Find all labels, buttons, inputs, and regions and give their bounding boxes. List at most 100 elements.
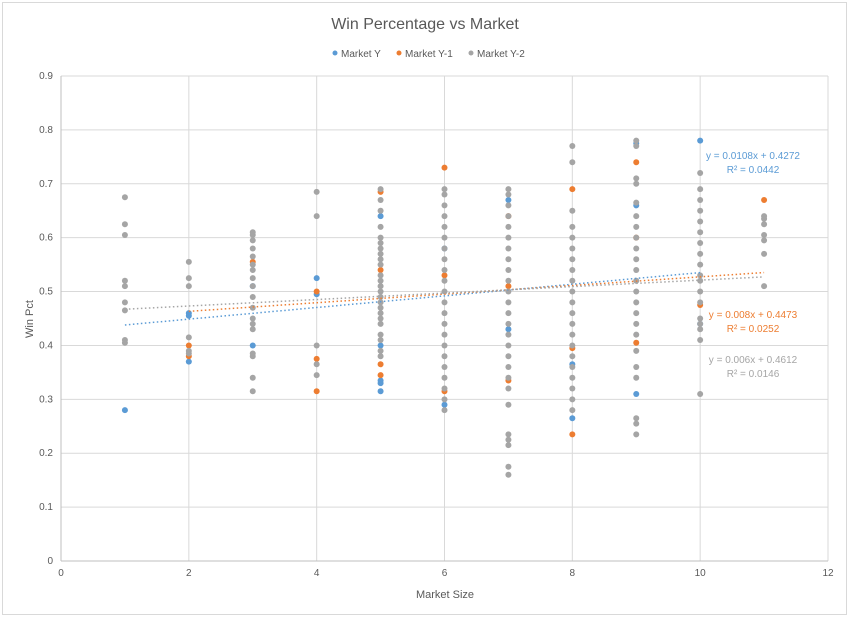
point-market-y-1 <box>313 288 320 295</box>
point-market-y-2 <box>441 245 448 252</box>
point-market-y-2 <box>633 299 640 306</box>
point-market-y <box>249 342 256 349</box>
trendline-market-y-1 <box>188 271 765 313</box>
point-market-y-2 <box>505 202 512 209</box>
point-market-y-2 <box>697 320 704 327</box>
trend-r2-market-y: R² = 0.0442 <box>727 165 780 176</box>
point-market-y-2 <box>569 353 576 360</box>
point-market-y-2 <box>505 471 512 478</box>
point-market-y <box>441 401 448 408</box>
point-market-y <box>505 196 512 203</box>
point-market-y-2 <box>377 331 384 338</box>
point-market-y-2 <box>441 191 448 198</box>
y-tick-label: 0.5 <box>39 287 53 298</box>
point-market-y-2 <box>441 385 448 392</box>
point-market-y-2 <box>249 374 256 381</box>
point-market-y <box>377 213 384 220</box>
point-market-y-2 <box>441 256 448 263</box>
point-market-y-2 <box>441 267 448 273</box>
point-market-y-1 <box>569 431 576 438</box>
point-market-y-2 <box>249 229 256 236</box>
point-market-y-2 <box>505 436 512 443</box>
point-market-y-2 <box>633 320 640 327</box>
point-market-y-2 <box>377 337 384 344</box>
point-market-y-1 <box>377 372 384 379</box>
y-tick-label: 0.1 <box>39 502 53 513</box>
point-market-y-2 <box>441 202 448 209</box>
point-market-y-2 <box>377 277 384 284</box>
point-market-y-2 <box>377 261 384 268</box>
point-market-y-2 <box>441 353 448 360</box>
point-market-y-2 <box>441 234 448 241</box>
point-market-y-2 <box>569 277 576 284</box>
point-market-y-2 <box>377 272 384 279</box>
point-market-y-2 <box>697 315 704 322</box>
point-market-y-2 <box>249 293 256 300</box>
legend-label-market-y: Market Y <box>341 49 381 60</box>
trend-equation-market-y-1: y = 0.008x + 0.4473 <box>709 310 798 321</box>
y-tick-label: 0.3 <box>39 394 53 405</box>
point-market-y-2 <box>377 304 384 311</box>
point-market-y-2 <box>505 320 512 327</box>
y-tick-label: 0.4 <box>39 340 53 351</box>
point-market-y-2 <box>569 342 576 349</box>
point-market-y-2 <box>505 299 512 306</box>
x-tick-label: 4 <box>314 568 320 579</box>
point-market-y-2 <box>249 350 256 357</box>
x-tick-label: 6 <box>442 568 448 579</box>
point-market-y-2 <box>569 299 576 306</box>
point-market-y-2 <box>633 175 640 182</box>
point-market-y-2 <box>697 170 704 176</box>
point-market-y-2 <box>697 261 704 268</box>
point-market-y-2 <box>569 385 576 392</box>
scatter-chart: Win Percentage vs Market Market Y Market… <box>24 16 834 601</box>
point-market-y-2 <box>633 199 640 206</box>
point-market-y-2 <box>505 310 512 317</box>
point-market-y <box>569 415 576 422</box>
point-market-y-2 <box>377 207 384 214</box>
trend-equation-market-y: y = 0.0108x + 0.4272 <box>706 151 800 162</box>
point-market-y-2 <box>185 334 192 341</box>
point-market-y-2 <box>249 237 256 244</box>
point-market-y-2 <box>633 364 640 370</box>
point-market-y <box>185 312 192 319</box>
point-market-y-2 <box>249 283 256 290</box>
point-market-y-2 <box>569 364 576 370</box>
point-market-y-2 <box>633 256 640 263</box>
point-market-y-2 <box>377 250 384 257</box>
point-market-y-2 <box>633 288 640 295</box>
y-tick-label: 0 <box>47 556 53 567</box>
y-axis-label: Win Pct <box>24 300 36 338</box>
point-market-y-2 <box>313 213 320 220</box>
point-market-y-2 <box>505 186 512 193</box>
axes <box>60 76 828 562</box>
point-market-y-2 <box>505 401 512 408</box>
point-market-y-2 <box>697 272 704 279</box>
point-market-y-2 <box>761 231 768 238</box>
point-market-y-2 <box>761 283 768 290</box>
point-market-y-2 <box>377 223 384 230</box>
point-market-y-2 <box>569 407 576 414</box>
point-market-y-2 <box>121 307 128 314</box>
point-market-y-2 <box>121 221 128 228</box>
trend-r2-market-y-1: R² = 0.0252 <box>727 324 780 335</box>
point-market-y-2 <box>505 331 512 338</box>
point-market-y-2 <box>377 196 384 203</box>
point-market-y-2 <box>377 234 384 241</box>
point-market-y-2 <box>569 159 576 166</box>
point-market-y-2 <box>633 137 640 144</box>
point-market-y-2 <box>569 256 576 263</box>
point-market-y-2 <box>441 320 448 327</box>
point-market-y-2 <box>633 180 640 187</box>
point-market-y-2 <box>569 331 576 338</box>
point-market-y-2 <box>633 310 640 317</box>
trend-r2-market-y-2: R² = 0.0146 <box>727 369 780 380</box>
point-market-y-1 <box>633 339 640 346</box>
point-market-y-2 <box>441 223 448 230</box>
point-market-y-2 <box>249 388 256 395</box>
point-market-y-2 <box>377 320 384 327</box>
point-market-y-2 <box>441 213 448 220</box>
point-market-y-2 <box>505 353 512 360</box>
point-market-y-2 <box>185 258 192 265</box>
trendline-equations: y = 0.0108x + 0.4272 R² = 0.0442 y = 0.0… <box>706 151 800 380</box>
